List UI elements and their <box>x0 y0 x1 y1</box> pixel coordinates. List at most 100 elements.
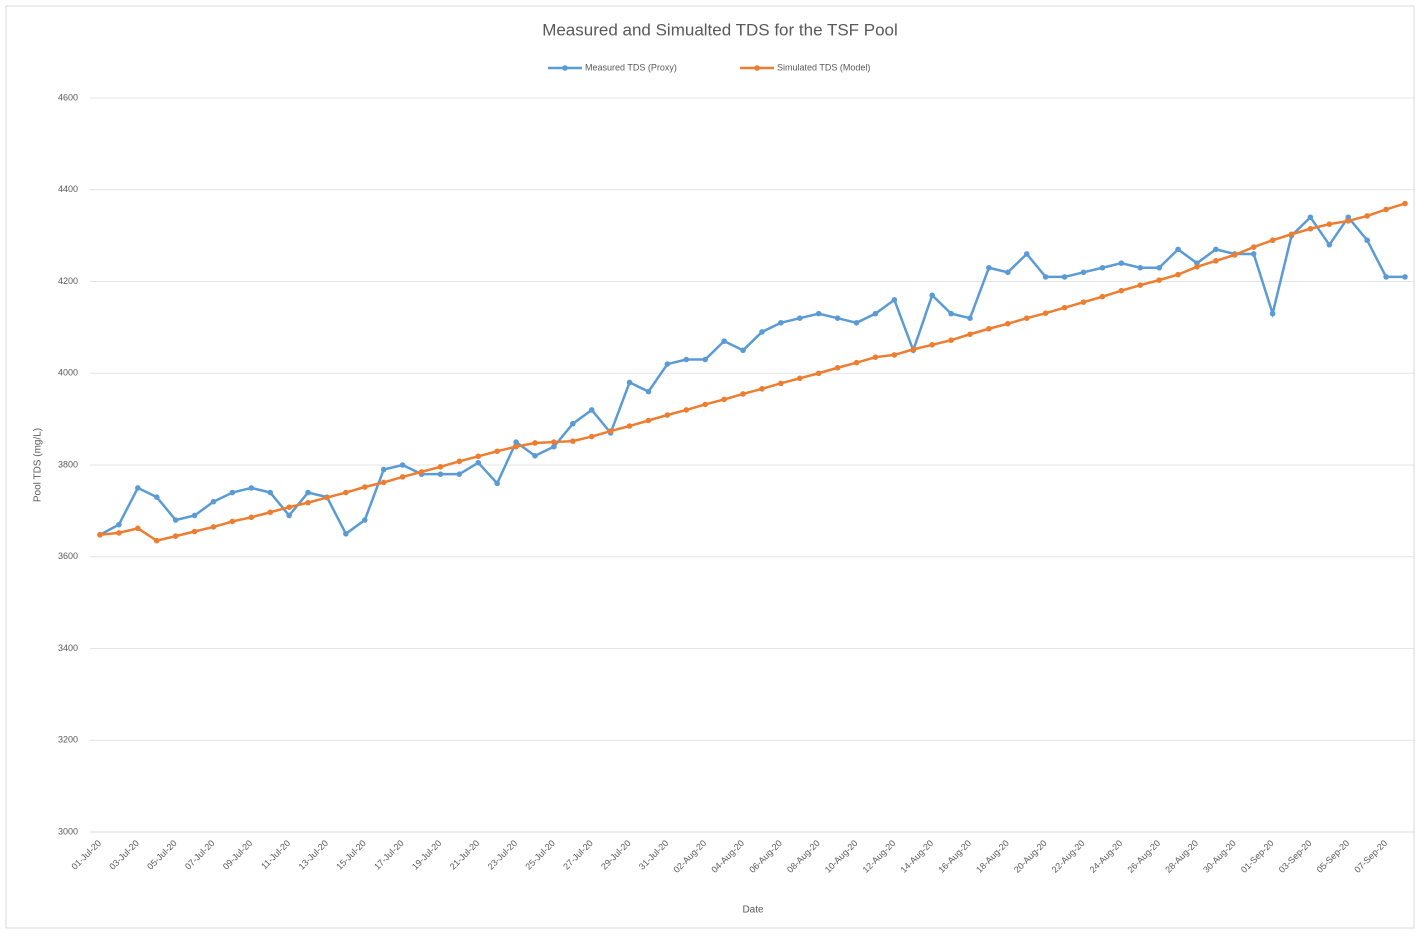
data-point <box>910 346 917 353</box>
data-point <box>1345 218 1352 224</box>
data-point <box>1137 264 1144 271</box>
data-point <box>626 379 633 386</box>
data-point <box>267 489 274 496</box>
data-point <box>1175 271 1181 278</box>
data-point <box>551 439 557 445</box>
data-point <box>343 489 349 496</box>
legend-label: Simulated TDS (Model) <box>777 62 870 72</box>
data-point <box>324 494 330 501</box>
data-point <box>286 504 292 511</box>
data-point <box>1231 252 1238 258</box>
data-point <box>380 479 387 486</box>
data-point <box>891 297 898 303</box>
y-tick-label: 3000 <box>58 826 78 836</box>
data-point <box>664 412 671 418</box>
data-point <box>418 469 425 475</box>
data-point <box>286 512 292 519</box>
data-point <box>1250 251 1257 257</box>
y-tick-label: 3800 <box>58 459 78 469</box>
data-point <box>153 537 160 544</box>
y-tick-label: 4200 <box>58 276 78 286</box>
data-point <box>191 528 198 535</box>
data-point <box>229 489 236 496</box>
data-point <box>1307 225 1314 232</box>
data-point <box>740 391 746 397</box>
data-point <box>702 401 709 408</box>
data-point <box>929 292 935 299</box>
data-point <box>683 407 690 413</box>
data-point <box>1364 237 1370 244</box>
data-point <box>116 530 122 536</box>
data-point <box>740 347 746 354</box>
y-tick-label: 3200 <box>58 735 78 745</box>
y-tick-label: 4400 <box>58 184 78 194</box>
data-point <box>305 489 311 496</box>
data-point <box>380 466 387 473</box>
data-point <box>1042 274 1049 280</box>
data-point <box>607 428 614 434</box>
data-point <box>1213 258 1219 264</box>
data-point <box>116 521 122 528</box>
data-point <box>248 514 255 521</box>
data-point <box>532 453 538 459</box>
data-point <box>702 356 709 363</box>
data-point <box>1099 264 1106 271</box>
data-point <box>1402 274 1408 280</box>
data-point <box>929 342 935 348</box>
data-point <box>721 396 727 403</box>
data-point <box>135 485 141 491</box>
data-point <box>1288 231 1295 238</box>
data-point <box>1326 242 1333 248</box>
data-point <box>1213 246 1219 253</box>
data-point <box>891 352 898 358</box>
data-point <box>1402 200 1408 207</box>
data-point <box>153 494 160 500</box>
y-tick-label: 4600 <box>58 92 78 102</box>
data-point <box>759 386 765 392</box>
data-point <box>494 448 500 455</box>
data-point <box>570 438 576 444</box>
data-point <box>778 380 784 387</box>
data-point <box>1005 269 1011 276</box>
data-point <box>1383 206 1389 213</box>
data-point <box>1061 274 1068 280</box>
data-point <box>494 480 500 487</box>
data-point <box>1364 213 1370 219</box>
data-point <box>588 433 595 440</box>
data-point <box>645 417 652 424</box>
data-point <box>1383 274 1389 280</box>
chart-frame <box>5 5 1415 929</box>
data-point <box>834 315 841 322</box>
data-point <box>796 315 803 322</box>
legend-marker <box>754 65 760 71</box>
data-point <box>872 310 879 317</box>
data-point <box>210 498 217 505</box>
chart-title: Measured and Simualted TDS for the TSF P… <box>542 20 898 39</box>
data-point <box>437 471 444 477</box>
data-point <box>1269 310 1276 317</box>
data-point <box>172 533 179 539</box>
data-point <box>1042 310 1049 316</box>
data-point <box>1118 287 1125 294</box>
data-point <box>513 443 519 450</box>
legend-label: Measured TDS (Proxy) <box>585 62 677 72</box>
data-point <box>1118 260 1125 266</box>
data-point <box>853 319 860 326</box>
x-axis-title: Date <box>742 905 764 916</box>
data-point <box>986 325 992 332</box>
data-point <box>815 370 822 377</box>
data-point <box>551 443 557 450</box>
data-point <box>1326 221 1333 227</box>
data-point <box>475 459 482 466</box>
data-point <box>1175 246 1181 253</box>
data-point <box>135 525 141 532</box>
data-point <box>1156 264 1162 271</box>
data-point <box>1023 315 1030 322</box>
data-point <box>248 485 255 491</box>
data-point <box>1156 277 1162 283</box>
data-point <box>267 509 274 516</box>
data-point <box>967 315 973 322</box>
data-point <box>948 337 954 344</box>
data-point <box>399 462 406 468</box>
